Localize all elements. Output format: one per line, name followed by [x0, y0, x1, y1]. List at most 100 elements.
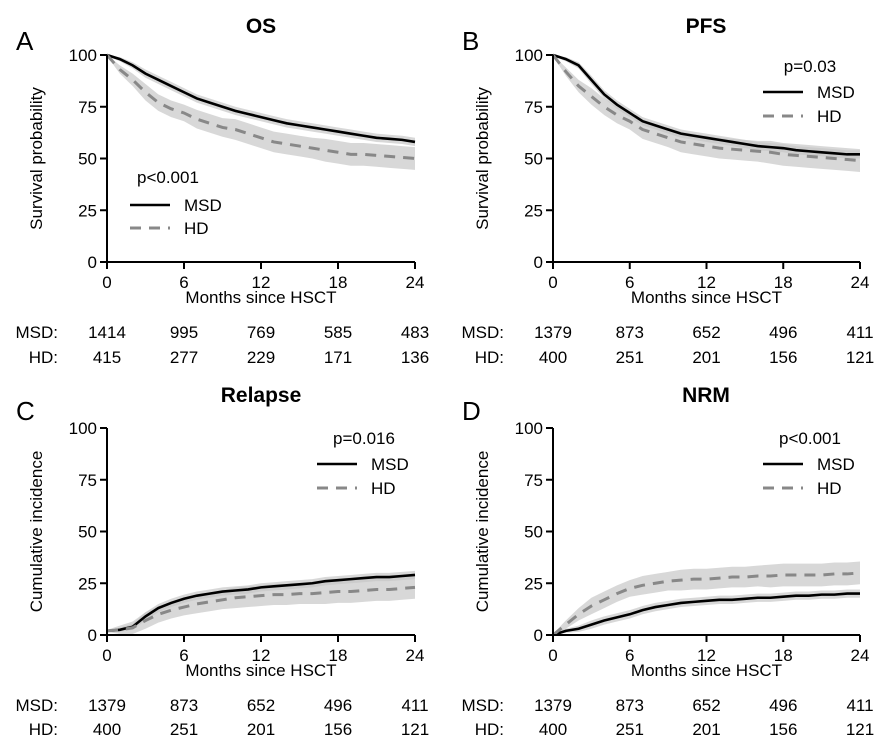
- risk-value-msd: 411: [401, 696, 428, 715]
- y-tick-label: 25: [524, 201, 543, 220]
- risk-row-label: MSD:: [462, 323, 505, 342]
- risk-value-msd: 995: [170, 323, 198, 342]
- confidence-band-hd: [553, 561, 860, 635]
- risk-value-msd: 1379: [88, 696, 126, 715]
- confidence-band-hd: [107, 55, 415, 170]
- risk-table: MSD: 1379 873 652 496 411 HD: 400 251 201 156 121: [462, 696, 875, 739]
- risk-row-label: HD:: [475, 720, 504, 739]
- legend-label-msd: MSD: [184, 196, 222, 215]
- panel-letter: D: [462, 396, 481, 426]
- risk-value-msd: 873: [616, 696, 644, 715]
- risk-table: MSD: 1414 995 769 585 483 HD: 415 277 229 171 136: [16, 323, 430, 367]
- x-tick-label: 18: [774, 273, 793, 292]
- legend-label-msd: MSD: [817, 83, 855, 102]
- risk-row-label: HD:: [29, 720, 58, 739]
- x-tick-label: 24: [851, 646, 870, 665]
- p-value: p=0.016: [333, 429, 395, 448]
- confidence-band-msd: [107, 55, 415, 147]
- x-tick-label: 24: [851, 273, 870, 292]
- legend: MSD HD: [317, 455, 409, 498]
- risk-value-hd: 136: [401, 348, 429, 367]
- risk-value-hd: 251: [616, 720, 644, 739]
- x-axis-label: Months since HSCT: [185, 661, 336, 680]
- panel-d: D NRM 0 25 50 75 100 0 6 12 18 24 Months since HSCT C…: [462, 384, 875, 739]
- y-tick-label: 50: [524, 523, 543, 542]
- risk-value-msd: 1414: [88, 323, 126, 342]
- series-line-hd: [551, 54, 861, 163]
- legend-label-msd: MSD: [817, 455, 855, 474]
- series-line-hd: [106, 585, 416, 633]
- y-tick-label: 75: [524, 471, 543, 490]
- x-tick-label: 12: [697, 273, 716, 292]
- risk-value-hd: 156: [324, 720, 352, 739]
- risk-value-hd: 201: [692, 720, 720, 739]
- series-line-hd: [105, 54, 416, 160]
- series-line-msd: [106, 573, 416, 633]
- risk-value-msd: 496: [324, 696, 352, 715]
- risk-value-msd: 496: [769, 696, 797, 715]
- risk-value-msd: 411: [846, 696, 873, 715]
- y-tick-label: 75: [524, 98, 543, 117]
- series-line-msd: [552, 592, 860, 637]
- risk-value-hd: 251: [170, 720, 198, 739]
- risk-row-label: HD:: [29, 348, 58, 367]
- series-line-hd: [552, 571, 861, 637]
- y-tick-label: 100: [515, 46, 543, 65]
- y-axis-label: Survival probability: [27, 87, 46, 230]
- panel-title: NRM: [682, 384, 730, 407]
- x-tick-label: 24: [406, 273, 425, 292]
- risk-table: MSD: 1379 873 652 496 411 HD: 400 251 201 156 121: [16, 696, 430, 739]
- panel-a: A OS 0 25 50 75 100 0 6 12 18 24 Months since HSCT Su…: [16, 15, 430, 367]
- risk-value-hd: 277: [170, 348, 198, 367]
- y-tick-label: 75: [78, 471, 97, 490]
- panel-letter: A: [16, 26, 34, 56]
- risk-value-hd: 156: [769, 720, 797, 739]
- y-tick-label: 100: [515, 419, 543, 438]
- x-tick-label: 18: [329, 273, 348, 292]
- x-tick-label: 6: [625, 646, 634, 665]
- risk-value-msd: 411: [846, 323, 873, 342]
- x-tick-label: 0: [102, 646, 111, 665]
- x-tick-label: 6: [179, 646, 188, 665]
- panel-title: Relapse: [221, 384, 302, 407]
- risk-value-hd: 229: [247, 348, 275, 367]
- risk-value-hd: 415: [93, 348, 121, 367]
- risk-value-msd: 483: [401, 323, 429, 342]
- x-axis-label: Months since HSCT: [631, 661, 782, 680]
- risk-value-msd: 496: [769, 323, 797, 342]
- x-tick-label: 0: [548, 273, 557, 292]
- risk-value-hd: 400: [93, 720, 121, 739]
- p-value: p<0.001: [779, 429, 841, 448]
- x-axis-label: Months since HSCT: [185, 288, 336, 307]
- y-tick-label: 50: [524, 150, 543, 169]
- risk-table: MSD: 1379 873 652 496 411 HD: 400 251 201 156 121: [462, 323, 875, 367]
- series-line-msd: [552, 53, 860, 156]
- risk-value-hd: 156: [769, 348, 797, 367]
- risk-value-msd: 769: [247, 323, 275, 342]
- y-tick-label: 0: [534, 253, 543, 272]
- panel-c: C Relapse 0 25 50 75 100 0 6 12 18 24 Months since H…: [16, 384, 430, 739]
- p-value: p=0.03: [784, 57, 836, 76]
- panel-letter: C: [16, 396, 35, 426]
- risk-value-msd: 585: [324, 323, 352, 342]
- x-tick-label: 6: [625, 273, 634, 292]
- x-tick-label: 0: [102, 273, 111, 292]
- x-tick-label: 18: [329, 646, 348, 665]
- risk-value-msd: 873: [170, 696, 198, 715]
- panel-letter: B: [462, 26, 479, 56]
- x-tick-label: 12: [252, 273, 271, 292]
- risk-value-msd: 652: [247, 696, 275, 715]
- y-tick-label: 0: [88, 253, 97, 272]
- x-tick-label: 0: [548, 646, 557, 665]
- y-tick-label: 50: [78, 523, 97, 542]
- panel-title: OS: [246, 15, 276, 38]
- x-tick-label: 24: [406, 646, 425, 665]
- risk-value-msd: 652: [692, 323, 720, 342]
- y-axis-label: Cumulative incidence: [27, 451, 46, 613]
- risk-value-hd: 400: [539, 348, 567, 367]
- x-tick-label: 6: [179, 273, 188, 292]
- legend-label-hd: HD: [817, 107, 842, 126]
- risk-value-hd: 201: [247, 720, 275, 739]
- y-axis-label: Cumulative incidence: [473, 451, 492, 613]
